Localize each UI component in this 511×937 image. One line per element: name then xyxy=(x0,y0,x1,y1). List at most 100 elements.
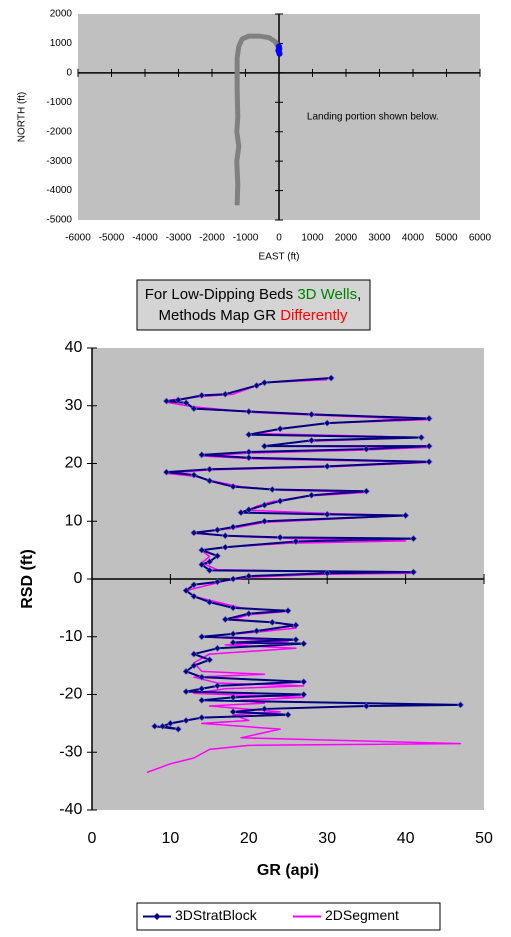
marker xyxy=(182,587,190,594)
x-tick-label: 0 xyxy=(88,830,97,847)
marker xyxy=(308,436,315,444)
marker xyxy=(261,501,268,509)
callout-text: Methods Map GR xyxy=(159,307,281,324)
marker xyxy=(198,633,206,641)
y-tick-label: 0 xyxy=(73,570,82,587)
marker xyxy=(198,451,206,459)
marker xyxy=(253,382,261,389)
marker xyxy=(229,708,237,716)
marker xyxy=(323,569,331,577)
marker xyxy=(190,650,198,658)
marker xyxy=(245,610,253,618)
y-tick-label: -3000 xyxy=(46,156,72,167)
x-axis-title: GR (api) xyxy=(257,862,319,879)
x-tick-label: 5000 xyxy=(435,233,458,244)
marker xyxy=(245,408,253,415)
callout-text: Differently xyxy=(280,307,348,324)
marker xyxy=(190,529,198,537)
marker xyxy=(190,471,198,479)
marker xyxy=(190,581,198,589)
marker xyxy=(198,685,206,693)
marker xyxy=(198,546,206,554)
marker xyxy=(284,711,292,719)
marker xyxy=(206,465,214,473)
marker xyxy=(245,572,253,580)
marker xyxy=(327,374,335,382)
marker xyxy=(198,673,206,681)
marker xyxy=(268,618,276,626)
x-tick-label: -3000 xyxy=(166,233,192,244)
marker xyxy=(300,691,308,698)
marker xyxy=(221,532,229,540)
marker xyxy=(457,701,464,709)
marker xyxy=(276,425,284,433)
callout-line: For Low-Dipping Beds 3D Wells, xyxy=(145,286,362,303)
marker xyxy=(221,390,229,398)
callout-text: For Low-Dipping Beds xyxy=(145,286,298,303)
marker xyxy=(245,454,253,462)
marker xyxy=(237,509,245,517)
marker xyxy=(261,379,268,387)
callout-text: , xyxy=(357,286,361,303)
callout-text: 3D Wells xyxy=(297,286,357,303)
callout-box xyxy=(136,279,371,331)
marker xyxy=(190,405,198,413)
marker xyxy=(190,662,198,670)
callout-line: Methods Map GR Differently xyxy=(159,307,348,324)
marker xyxy=(300,678,308,686)
x-tick-label: 0 xyxy=(276,233,282,244)
x-tick-label: 2000 xyxy=(335,233,358,244)
y-tick-label: 20 xyxy=(65,455,83,472)
y-axis-title: NORTH (ft) xyxy=(17,92,28,142)
marker xyxy=(362,702,370,710)
y-axis-title: RSD (ft) xyxy=(19,549,36,609)
marker xyxy=(323,462,331,470)
y-tick-label: 1000 xyxy=(50,38,73,49)
x-tick-label: 50 xyxy=(475,830,493,847)
marker xyxy=(206,656,214,664)
x-tick-label: -1000 xyxy=(233,233,259,244)
y-tick-label: -30 xyxy=(59,743,82,760)
marker xyxy=(323,419,331,427)
marker xyxy=(190,592,198,600)
marker xyxy=(417,434,425,441)
legend-label: 3DStratBlock xyxy=(175,907,258,923)
marker xyxy=(362,487,370,495)
marker xyxy=(276,533,284,541)
y-tick-label: 30 xyxy=(65,397,83,414)
marker xyxy=(221,543,229,551)
marker xyxy=(229,604,237,612)
marker xyxy=(253,627,261,635)
y-tick-label: -40 xyxy=(59,801,82,818)
annotation: Landing portion shown below. xyxy=(307,112,439,123)
x-tick-label: 6000 xyxy=(469,233,492,244)
y-tick-label: -10 xyxy=(59,628,82,645)
marker xyxy=(174,396,182,404)
marker xyxy=(182,399,190,407)
legend-label: 2DSegment xyxy=(325,907,399,923)
marker xyxy=(174,725,182,733)
marker xyxy=(425,415,433,422)
marker xyxy=(284,607,292,615)
marker xyxy=(221,616,229,623)
marker xyxy=(268,486,276,493)
marker xyxy=(182,688,190,696)
x-tick-label: 30 xyxy=(318,830,336,847)
marker xyxy=(214,526,221,534)
marker xyxy=(276,50,283,57)
marker xyxy=(206,566,214,574)
marker xyxy=(425,442,433,450)
marker xyxy=(198,696,206,704)
series-line xyxy=(154,377,462,731)
marker xyxy=(425,458,433,466)
marker xyxy=(308,491,315,499)
y-tick-label: -4000 xyxy=(46,185,72,196)
marker xyxy=(198,391,206,399)
marker xyxy=(159,722,166,730)
legend-box xyxy=(136,902,441,931)
marker xyxy=(323,510,331,518)
marker xyxy=(402,512,410,519)
y-tick-label: -1000 xyxy=(46,97,72,108)
marker xyxy=(229,630,237,638)
